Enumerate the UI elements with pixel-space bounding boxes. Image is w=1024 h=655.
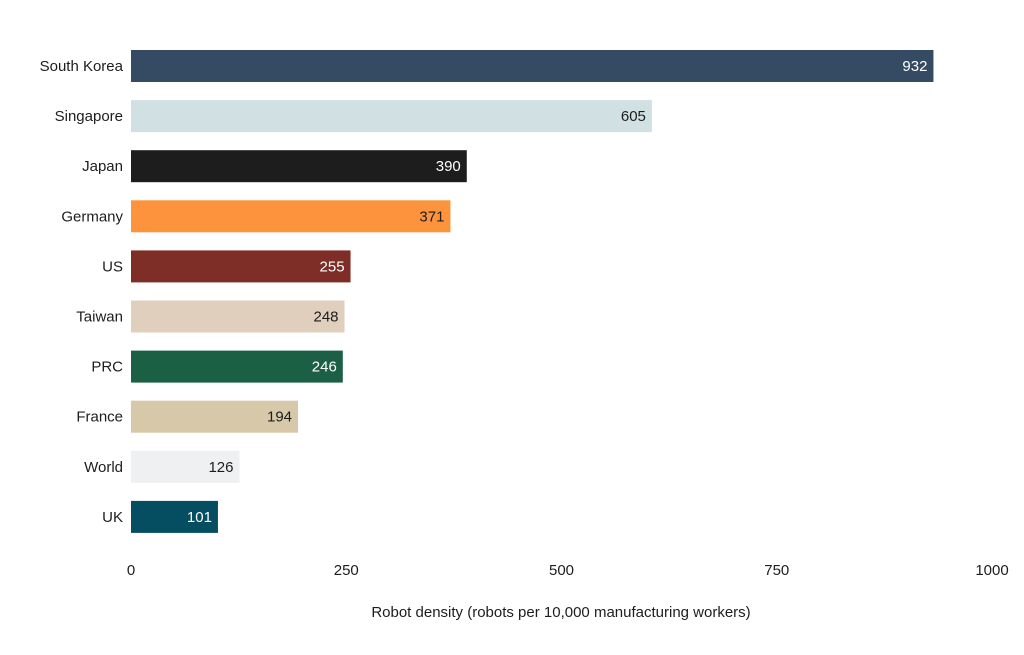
x-axis-ticks: 0 250 500 750 1000 [127, 562, 1009, 579]
bar-germany [131, 200, 451, 233]
category-label-uk: UK [102, 509, 123, 526]
value-label-south-korea: 932 [902, 58, 927, 75]
value-label-singapore: 605 [621, 108, 646, 125]
value-label-uk: 101 [187, 509, 212, 526]
bar-taiwan [131, 300, 345, 333]
value-label-germany: 371 [419, 208, 444, 225]
x-tick-label-1000: 1000 [975, 562, 1008, 579]
value-label-prc: 246 [312, 359, 337, 376]
x-tick-label-250: 250 [334, 562, 359, 579]
category-label-south-korea: South Korea [40, 58, 124, 75]
bar-france [131, 400, 299, 433]
value-label-france: 194 [267, 409, 292, 426]
category-label-france: France [76, 409, 123, 426]
category-labels: South Korea Singapore Japan Germany US Taiwan… [40, 58, 124, 526]
category-label-japan: Japan [82, 158, 123, 175]
category-label-world: World [84, 459, 123, 476]
x-tick-label-0: 0 [127, 562, 135, 579]
category-label-prc: PRC [91, 359, 123, 376]
bar-prc [131, 350, 343, 383]
x-tick-label-750: 750 [764, 562, 789, 579]
value-label-world: 126 [208, 459, 233, 476]
bars-group [131, 50, 934, 533]
x-tick-label-500: 500 [549, 562, 574, 579]
value-labels: 932 605 390 371 255 248 246 194 126 101 [187, 58, 928, 526]
bar-uk [131, 500, 218, 533]
bar-japan [131, 150, 467, 183]
bar-world [131, 450, 240, 483]
category-label-us: US [102, 258, 123, 275]
bar-us [131, 250, 351, 283]
category-label-germany: Germany [61, 208, 123, 225]
value-label-us: 255 [320, 258, 345, 275]
value-label-japan: 390 [436, 158, 461, 175]
value-label-taiwan: 248 [313, 309, 338, 326]
category-label-taiwan: Taiwan [76, 309, 123, 326]
bar-south-korea [131, 50, 934, 82]
bar-singapore [131, 100, 652, 133]
x-axis-title: Robot density (robots per 10,000 manufac… [371, 604, 750, 621]
category-label-singapore: Singapore [55, 108, 123, 125]
